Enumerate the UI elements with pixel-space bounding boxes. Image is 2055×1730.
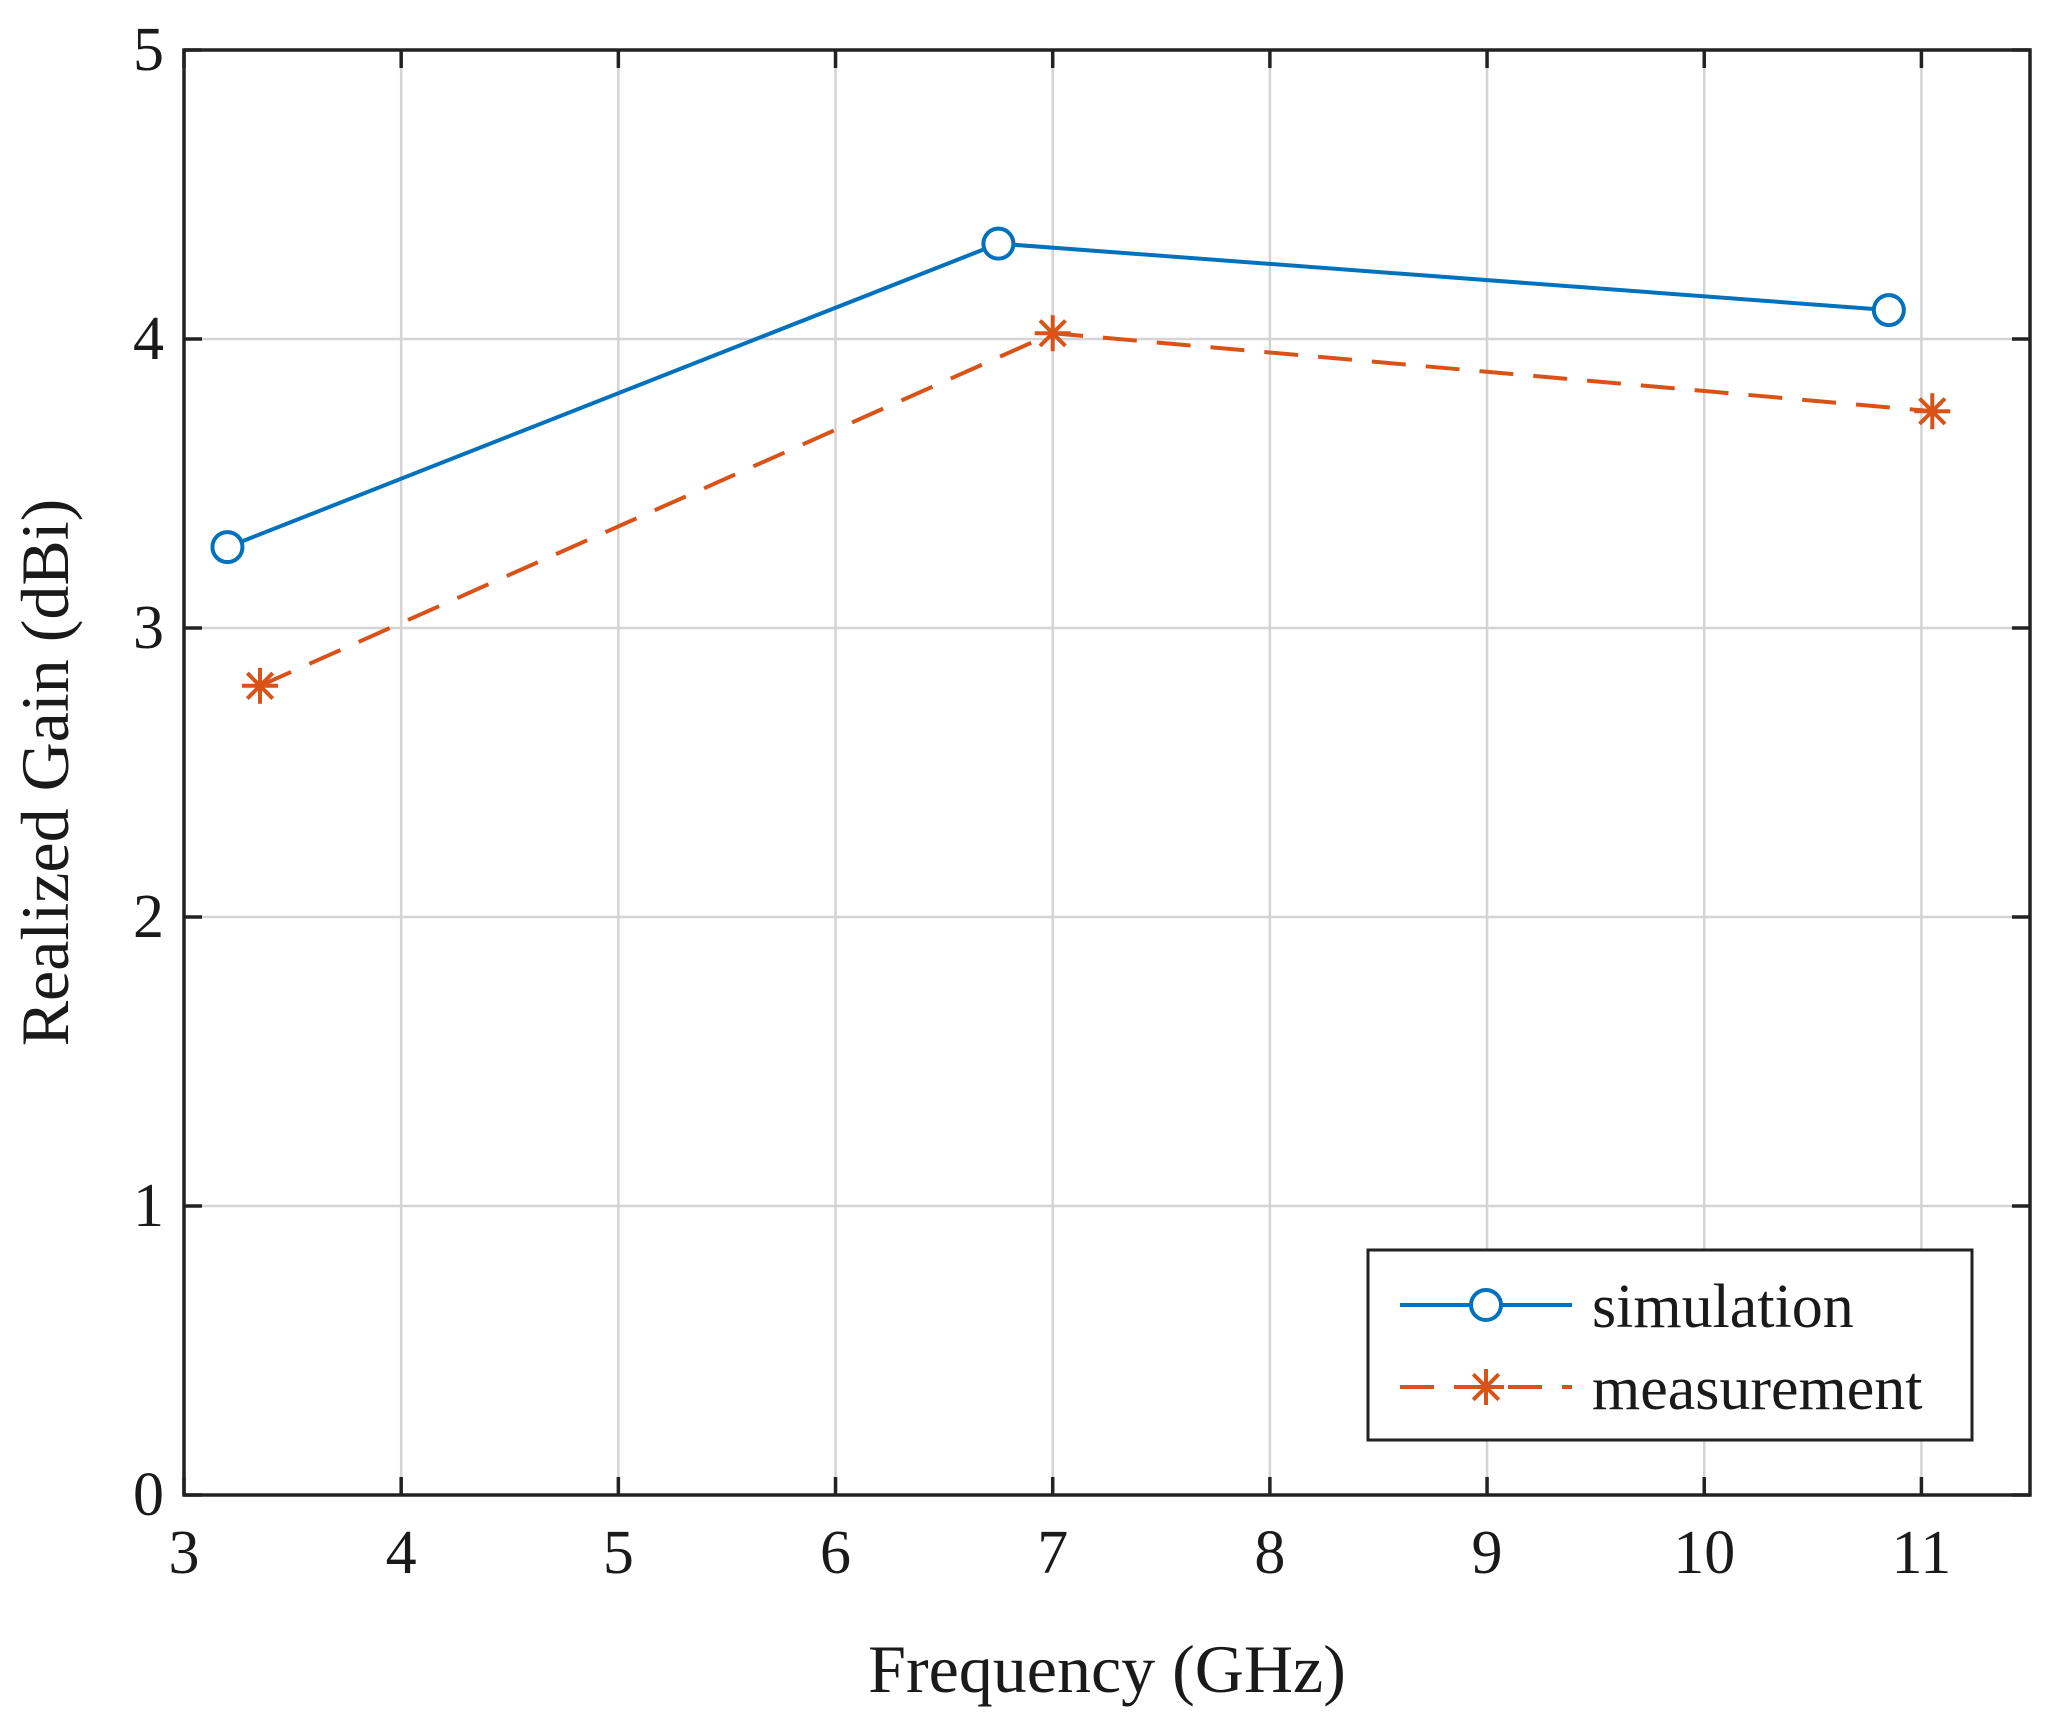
legend-entry-simulation: simulation	[1400, 1273, 1854, 1341]
x-tick-label: 7	[1037, 1519, 1068, 1587]
series-measurement	[242, 315, 1951, 704]
series-layer	[210, 226, 1951, 704]
x-tick-label: 5	[603, 1519, 634, 1587]
simulation-line	[226, 241, 1889, 549]
y-tick-label: 1	[133, 1172, 164, 1240]
y-tick-label: 4	[133, 305, 164, 373]
legend: simulation measurement	[1366, 1248, 1974, 1442]
axis-ticks	[182, 48, 2030, 1497]
series-simulation	[210, 226, 1906, 565]
measurement-point	[242, 667, 279, 704]
legend-marker	[1469, 1288, 1503, 1322]
measurement-point	[1914, 393, 1951, 430]
measurement-line	[259, 331, 1933, 688]
y-axis-label: Realized Gain (dBi)	[7, 499, 83, 1047]
x-tick-label: 11	[1892, 1519, 1952, 1587]
legend-marker	[1468, 1369, 1504, 1405]
tick-labels: 3 4 5 6 7 8 9 10 11 0 1 2 3 4 5	[133, 16, 1951, 1587]
simulation-point	[981, 226, 1016, 261]
grid	[184, 50, 2030, 1495]
simulation-point	[1871, 293, 1906, 328]
x-tick-label: 3	[169, 1519, 200, 1587]
legend-label: simulation	[1592, 1273, 1854, 1341]
x-tick-label: 6	[820, 1519, 851, 1587]
y-tick-label: 0	[133, 1461, 164, 1529]
legend-entry-measurement: measurement	[1400, 1355, 1923, 1423]
x-axis-label: Frequency (GHz)	[868, 1631, 1346, 1707]
x-tick-label: 8	[1254, 1519, 1285, 1587]
x-tick-label: 9	[1472, 1519, 1503, 1587]
y-tick-label: 3	[133, 594, 164, 662]
plot-frame	[182, 48, 2032, 1497]
measurement-point	[1034, 315, 1071, 352]
x-tick-label: 10	[1673, 1519, 1735, 1587]
x-tick-label: 4	[386, 1519, 417, 1587]
y-tick-label: 5	[133, 16, 164, 84]
legend-label: measurement	[1592, 1355, 1923, 1423]
simulation-point	[210, 530, 245, 565]
legend-box	[1366, 1248, 1974, 1442]
y-tick-label: 2	[133, 883, 164, 951]
